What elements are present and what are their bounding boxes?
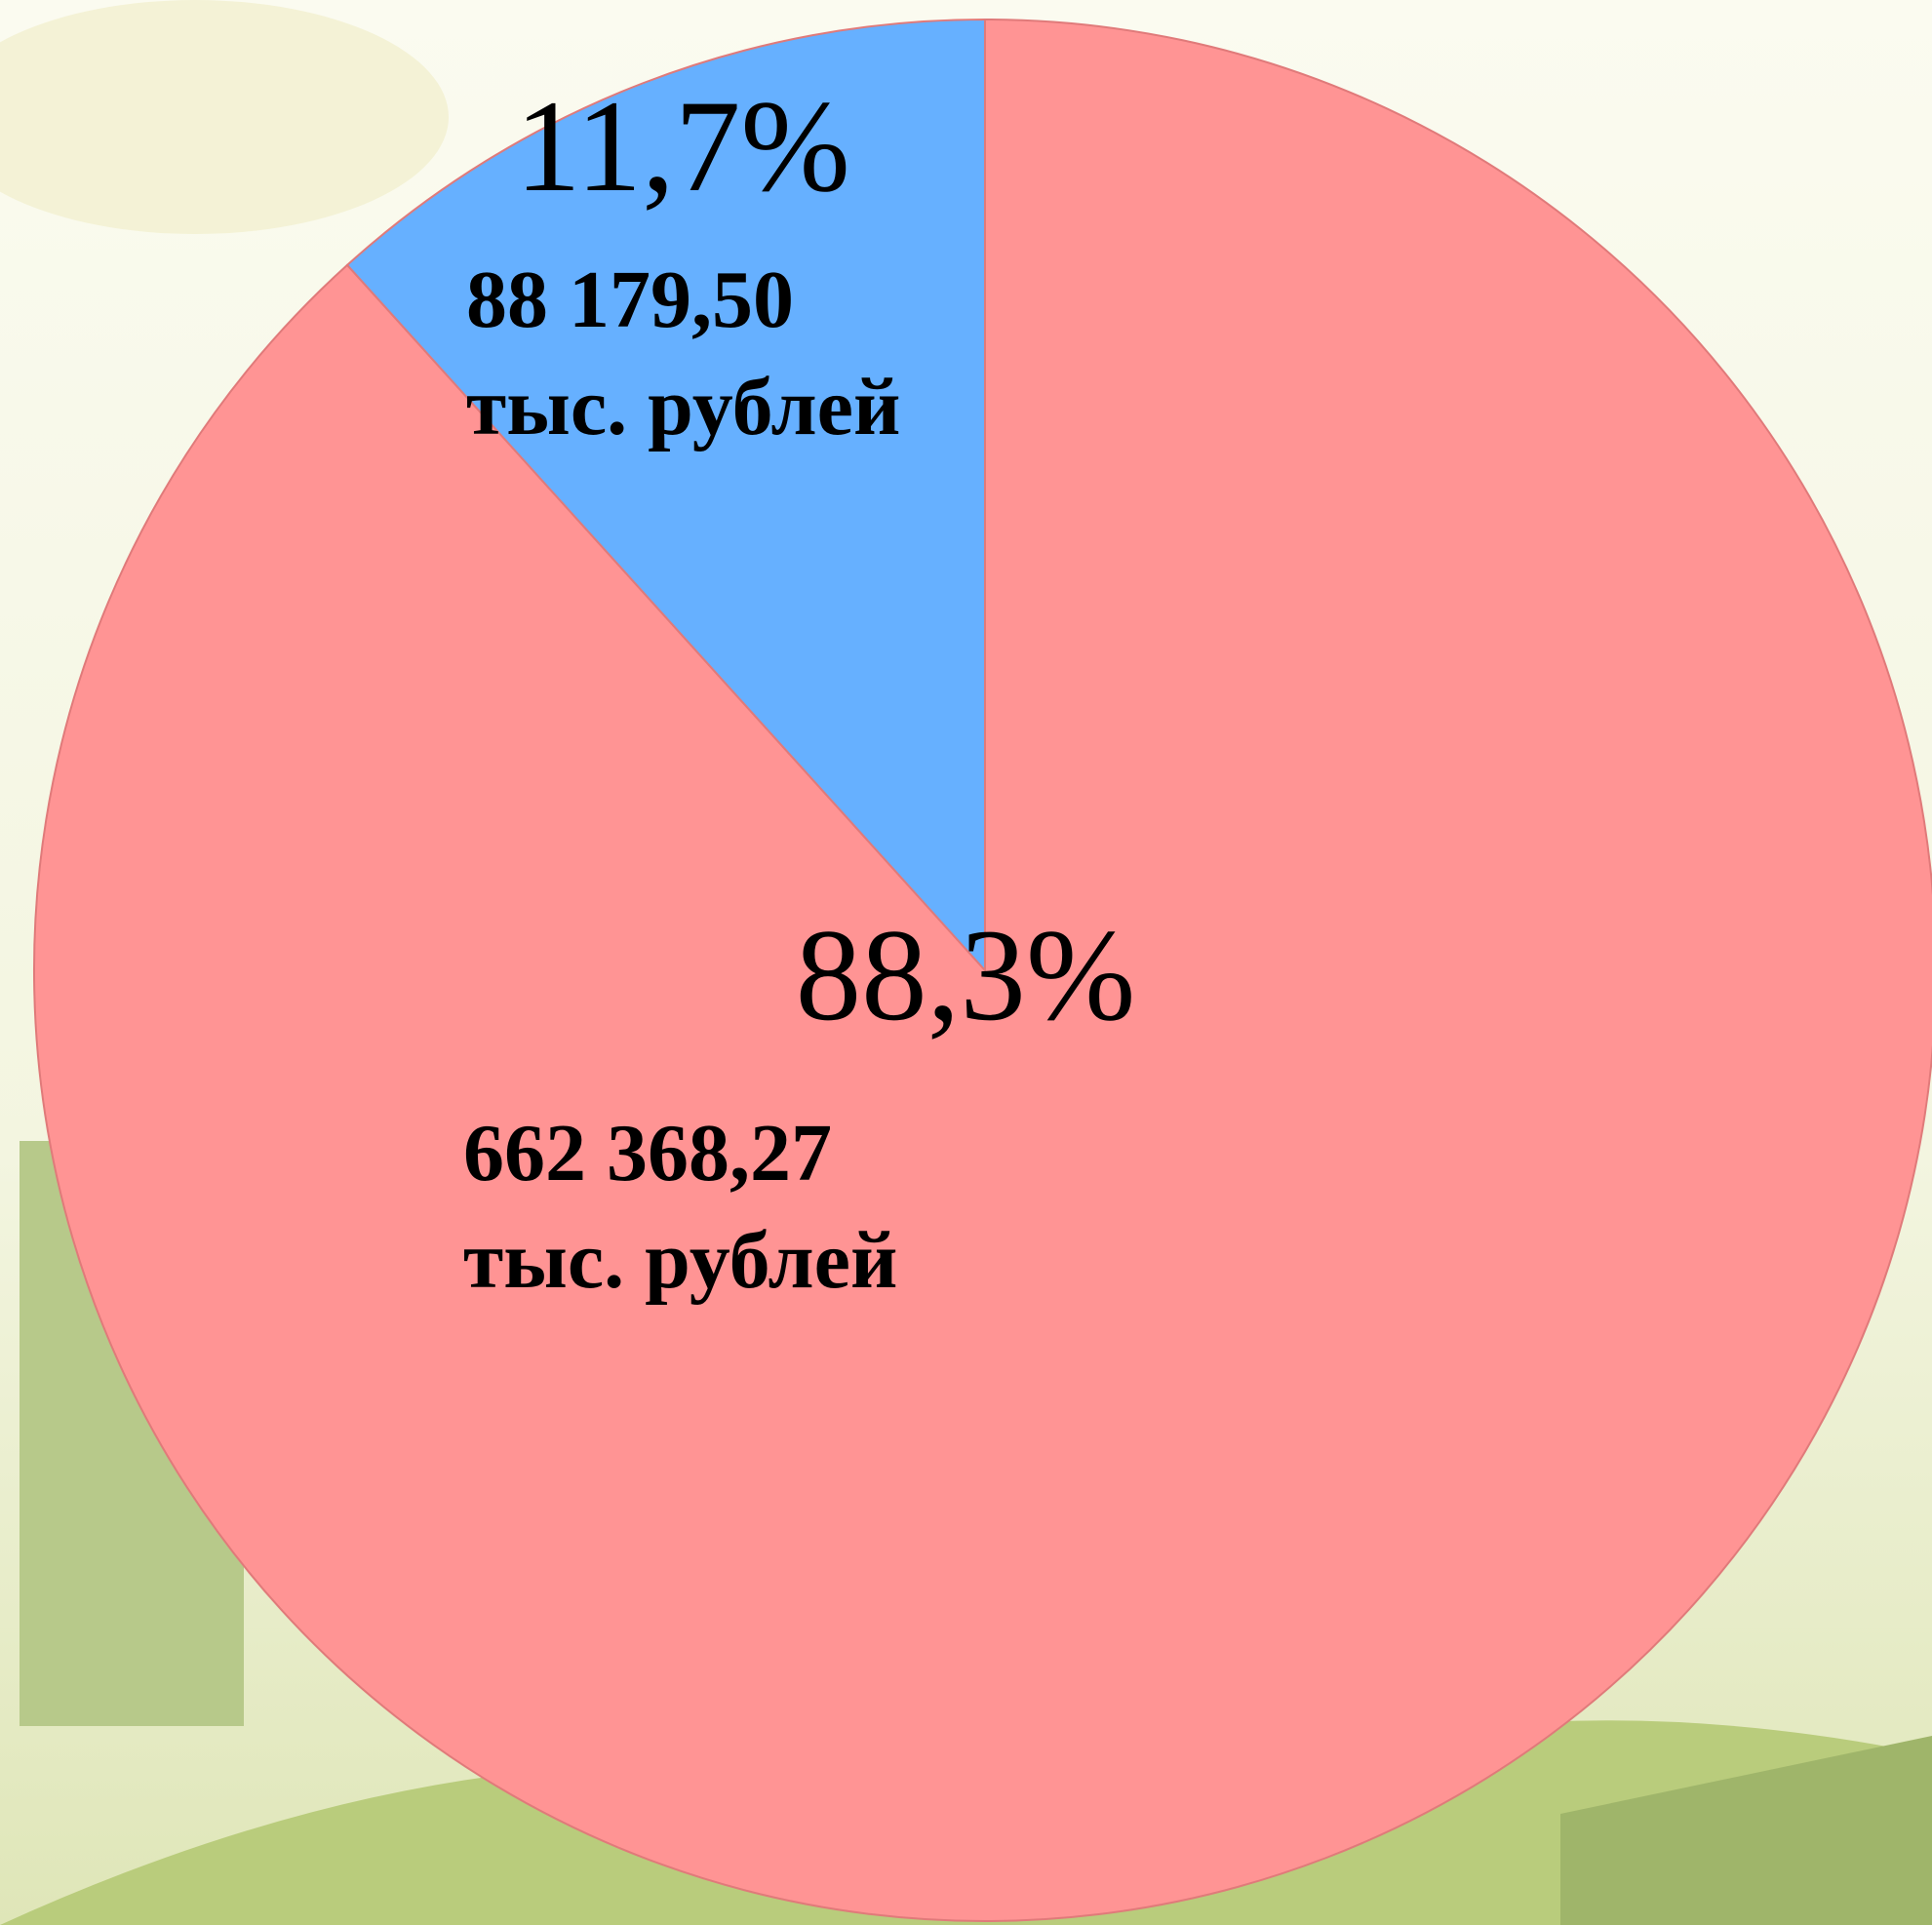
chart: 88,3% 662 368,27 тыс. рублей 11,7% 88 179,50… (0, 0, 1932, 1925)
amount-label: 662 368,27 (463, 1108, 832, 1198)
amount-unit: тыс. рублей (463, 1215, 897, 1306)
page: 88,3% 662 368,27 тыс. рублей 11,7% 88 179,50… (0, 0, 1932, 1925)
value-label: 11,7% (515, 74, 850, 219)
amount-label: 88 179,50 (466, 255, 794, 345)
amount-unit: тыс. рублей (466, 362, 900, 452)
value-label: 88,3% (796, 903, 1136, 1048)
